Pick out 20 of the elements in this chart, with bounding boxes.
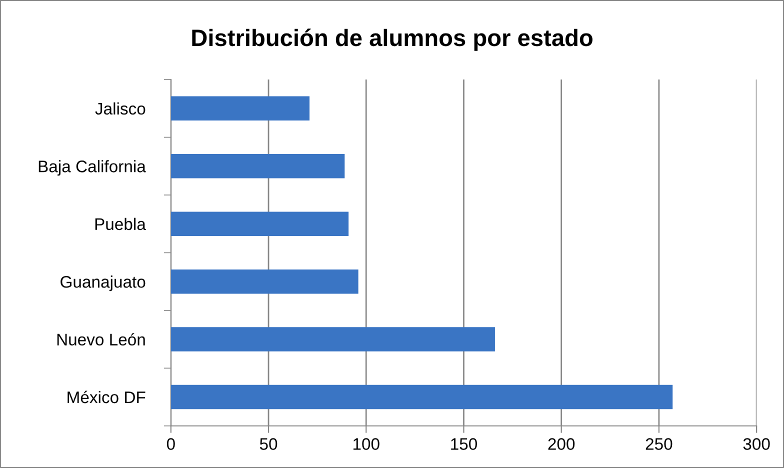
- bar: [170, 269, 358, 294]
- x-tick-label: 300: [743, 438, 770, 450]
- x-tick-label: 200: [548, 438, 575, 450]
- y-tick-label: Jalisco: [95, 102, 146, 115]
- bar: [170, 96, 310, 121]
- y-tick-label: México DF: [68, 390, 146, 404]
- bar: [170, 384, 673, 410]
- y-tick-label: Puebla: [95, 218, 146, 230]
- x-tick-label: 150: [451, 438, 477, 450]
- bar: [170, 212, 349, 236]
- x-tick-label: 0: [166, 438, 175, 450]
- x-tick-label: 50: [260, 438, 278, 450]
- chart-title: Distribución de alumnos por estado: [192, 28, 592, 51]
- bar: [170, 154, 345, 178]
- bar: [170, 327, 495, 352]
- y-tick-label: Nuevo León: [57, 333, 145, 346]
- x-tick-label: 100: [353, 438, 380, 450]
- y-tick-label: Guanajuato: [60, 276, 146, 292]
- x-tick-label: 250: [646, 438, 672, 450]
- y-tick-label: Baja California: [38, 160, 146, 176]
